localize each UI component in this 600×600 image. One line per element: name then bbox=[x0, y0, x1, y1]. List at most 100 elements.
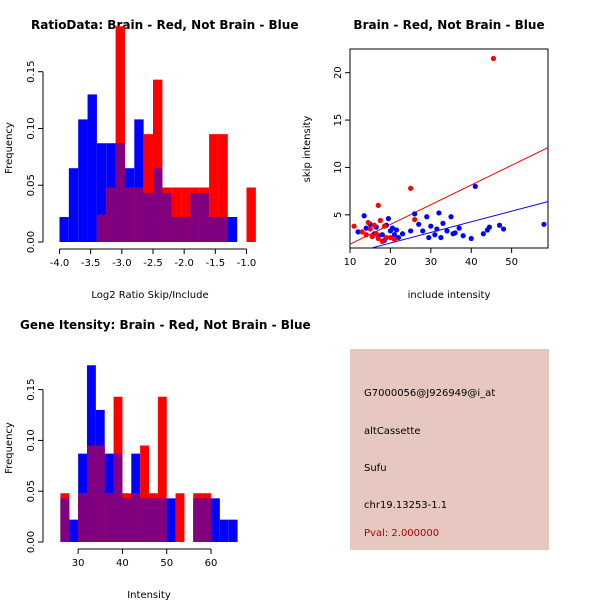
gene-hist-bar-overlap bbox=[113, 453, 123, 542]
info-box-background bbox=[350, 349, 549, 550]
scatter-point-not-brain bbox=[486, 224, 493, 230]
ratio-hist-y-tick-label: 0.10 bbox=[26, 117, 37, 139]
scatter-point-brain bbox=[375, 235, 381, 242]
scatter-point-not-brain bbox=[460, 233, 466, 239]
scatter-point-not-brain bbox=[444, 228, 450, 234]
scatter-point-not-brain bbox=[389, 225, 396, 231]
probe-id: G7000056@J926949@i_at bbox=[364, 388, 495, 399]
scatter-point-brain bbox=[381, 223, 387, 229]
scatter-point-not-brain bbox=[426, 234, 432, 241]
gene-hist-y-tick-label: 0.00 bbox=[26, 531, 37, 553]
scatter-point-not-brain bbox=[436, 210, 442, 216]
scatter-point-not-brain bbox=[438, 234, 444, 241]
scatter-point-not-brain bbox=[432, 232, 438, 238]
scatter-x-tick-label: 20 bbox=[384, 257, 397, 268]
scatter-y-tick-label: 20 bbox=[333, 66, 344, 79]
ratio-histogram-ylabel: Frequency bbox=[4, 122, 15, 174]
ratio-hist-bar-overlap bbox=[96, 214, 107, 242]
scatter-point-brain bbox=[412, 216, 418, 223]
scatter-point-not-brain bbox=[424, 214, 430, 220]
p-value: Pval: 2.000000 bbox=[364, 528, 439, 539]
gene-hist-bar-brain bbox=[157, 396, 167, 542]
scatter-y-tick-label: 5 bbox=[333, 212, 344, 218]
ratio-hist-x-tick-label: -2.0 bbox=[174, 258, 194, 269]
gene-hist-bar-overlap bbox=[60, 498, 70, 542]
scatter-point-not-brain bbox=[399, 231, 406, 237]
scatter-point-not-brain bbox=[395, 234, 402, 241]
scatter-point-not-brain bbox=[500, 226, 507, 232]
ratio-hist-bar-overlap bbox=[190, 193, 200, 242]
scatter-point-not-brain bbox=[452, 230, 458, 236]
scatter-point-brain bbox=[375, 202, 381, 208]
ratio-hist-bar-overlap bbox=[134, 187, 144, 242]
scatter-fit-line-not-brain bbox=[369, 201, 548, 248]
gene-hist-bar-overlap bbox=[104, 493, 114, 542]
ratio-hist-bar-brain bbox=[171, 187, 182, 242]
scatter-ylabel: skip intensity bbox=[302, 116, 313, 183]
ratio-hist-x-tick-label: -1.5 bbox=[206, 258, 226, 269]
scatter-x-tick-label: 40 bbox=[465, 257, 478, 268]
ratio-hist-y-tick-label: 0.05 bbox=[26, 174, 37, 196]
gene-hist-y-tick-label: 0.05 bbox=[26, 480, 37, 502]
scatter-plot-frame bbox=[349, 48, 549, 249]
scatter-point-brain bbox=[377, 217, 383, 224]
ratio-hist-y-tick-label: 0.00 bbox=[26, 231, 37, 253]
ratio-hist-bar-overlap bbox=[115, 143, 125, 242]
ratio-hist-x-tick-label: -3.5 bbox=[81, 258, 101, 269]
ratio-hist-bar-not-brain bbox=[68, 168, 79, 242]
ratio-hist-bar-not-brain bbox=[96, 143, 107, 242]
probe-info-box: G7000056@J926949@i_at altCassette Sufu c… bbox=[350, 349, 549, 550]
gene-hist-bar-not-brain bbox=[228, 519, 238, 542]
gene-hist-bar-overlap bbox=[157, 498, 167, 542]
gene-hist-bar-not-brain bbox=[69, 519, 79, 542]
ratio-hist-bar-overlap bbox=[143, 193, 153, 242]
ratio-hist-bar-brain bbox=[181, 187, 191, 242]
chromosome-location: chr19.13253-1.1 bbox=[364, 500, 447, 511]
ratio-hist-bar-overlap bbox=[181, 217, 191, 242]
scatter-point-brain bbox=[490, 55, 497, 62]
scatter-point-not-brain bbox=[468, 235, 474, 242]
scatter-point-brain bbox=[383, 234, 389, 241]
scatter-point-not-brain bbox=[496, 222, 503, 228]
scatter-y-tick-label: 15 bbox=[333, 114, 344, 127]
scatter-point-not-brain bbox=[379, 232, 385, 238]
ratio-hist-bar-overlap bbox=[162, 193, 172, 242]
scatter-x-tick-label: 10 bbox=[344, 257, 357, 268]
scatter-point-not-brain bbox=[412, 211, 418, 217]
scatter-point-not-brain bbox=[434, 226, 440, 232]
scatter-point-brain bbox=[391, 236, 398, 243]
gene-histogram-ylabel: Frequency bbox=[4, 422, 15, 474]
intensity-scatter: Brain - Red, Not Brain - Blue 10 20 30 40 50… bbox=[302, 18, 549, 301]
gene-hist-bar-overlap bbox=[202, 498, 211, 542]
ratio-histogram-title: RatioData: Brain - Red, Not Brain - Blue bbox=[31, 18, 298, 32]
scatter-point-brain bbox=[379, 238, 385, 244]
gene-hist-bar-overlap bbox=[122, 498, 132, 542]
ratio-hist-bar-not-brain bbox=[59, 217, 69, 242]
scatter-point-not-brain bbox=[448, 214, 454, 220]
ratio-hist-bar-overlap bbox=[171, 217, 182, 242]
ratio-hist-bar-not-brain bbox=[134, 119, 144, 242]
scatter-point-not-brain bbox=[541, 221, 547, 227]
ratio-hist-bar-overlap bbox=[106, 187, 116, 242]
scatter-point-not-brain bbox=[361, 213, 367, 219]
scatter-point-brain bbox=[351, 223, 357, 229]
ratio-hist-bar-not-brain bbox=[78, 119, 88, 242]
gene-histogram-xlabel: Intensity bbox=[127, 590, 171, 600]
scatter-point-not-brain bbox=[420, 228, 426, 234]
gene-hist-x-tick-label: 50 bbox=[160, 558, 173, 569]
scatter-xlabel: include intensity bbox=[408, 290, 491, 301]
gene-hist-bar-not-brain bbox=[211, 498, 220, 542]
ratio-hist-bar-not-brain bbox=[87, 94, 97, 242]
ratio-hist-bar-overlap bbox=[218, 217, 228, 242]
gene-hist-x-tick-label: 30 bbox=[72, 558, 85, 569]
scatter-point-brain bbox=[365, 219, 371, 226]
ratio-hist-bar-overlap bbox=[199, 193, 210, 242]
scatter-point-brain bbox=[367, 226, 373, 232]
ratio-hist-x-tick-label: -1.0 bbox=[237, 258, 257, 269]
ratio-hist-bar-brain bbox=[115, 26, 125, 243]
gene-intensity-histogram: Gene Itensity: Brain - Red, Not Brain - … bbox=[4, 318, 311, 600]
scatter-x-tick-label: 30 bbox=[424, 257, 437, 268]
scatter-point-brain bbox=[363, 232, 369, 238]
ratio-hist-x-tick-label: -4.0 bbox=[50, 258, 70, 269]
